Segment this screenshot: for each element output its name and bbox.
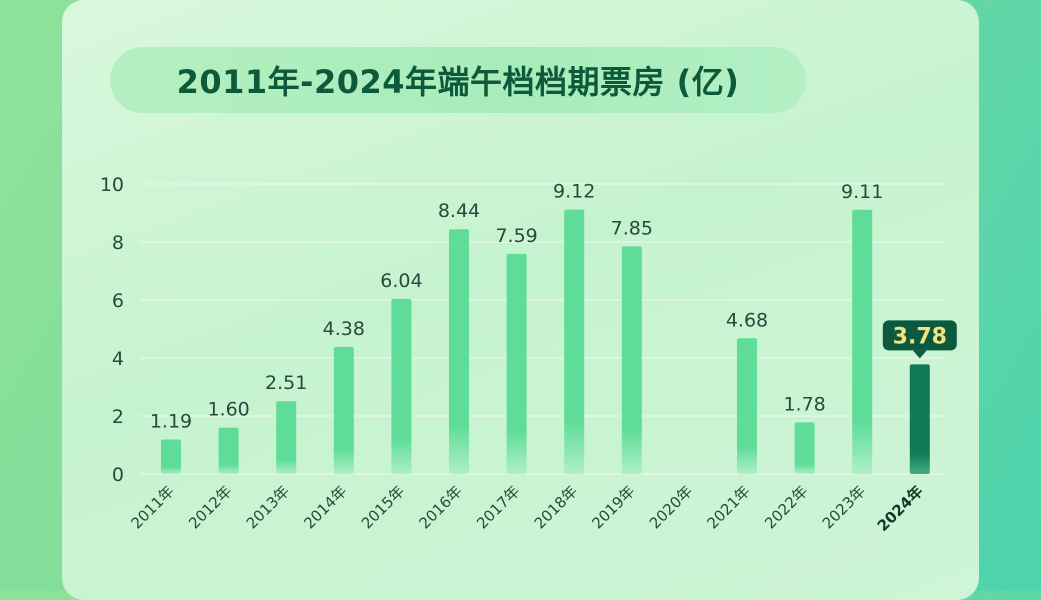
bar bbox=[737, 338, 757, 474]
chart-title: 2011年-2024年端午档档期票房 (亿) bbox=[176, 63, 740, 101]
bar bbox=[333, 346, 354, 474]
bar bbox=[391, 298, 412, 474]
x-tick-label: 2020年 bbox=[646, 482, 696, 532]
x-tick-label: 2023年 bbox=[819, 482, 869, 532]
bar bbox=[621, 246, 642, 474]
bar bbox=[506, 253, 527, 474]
y-tick-label: 10 bbox=[100, 174, 124, 196]
x-tick-label: 2016年 bbox=[415, 482, 465, 532]
grid-layer bbox=[140, 183, 945, 475]
callout-box bbox=[882, 320, 957, 351]
x-tick-label: 2017年 bbox=[473, 482, 523, 532]
value-label: 9.11 bbox=[841, 181, 883, 203]
bar bbox=[794, 422, 815, 474]
bar bbox=[218, 427, 239, 474]
value-label: 1.78 bbox=[783, 393, 825, 415]
x-tick-label: 2018年 bbox=[531, 482, 581, 532]
x-tick-label: 2011年 bbox=[127, 482, 177, 532]
bars-layer bbox=[161, 209, 930, 474]
bar bbox=[852, 209, 873, 474]
value-label: 2.51 bbox=[265, 372, 307, 394]
y-tick-label: 2 bbox=[112, 406, 124, 428]
y-axis: 0 2 4 6 8 10 bbox=[100, 174, 124, 486]
bar bbox=[276, 401, 297, 474]
value-label: 6.04 bbox=[380, 270, 422, 292]
value-labels-layer: 1.19 1.60 2.51 4.38 6.04 8.44 7.59 9.12 7.85 4.68… bbox=[150, 181, 884, 433]
bar bbox=[449, 229, 469, 474]
value-label: 7.85 bbox=[611, 217, 653, 239]
title-pill: 2011年-2024年端午档档期票房 (亿) bbox=[110, 47, 806, 113]
callout-pointer bbox=[912, 350, 927, 359]
x-tick-label-highlight: 2024年 bbox=[874, 482, 927, 535]
x-tick-label: 2015年 bbox=[358, 482, 408, 532]
x-tick-label: 2022年 bbox=[761, 482, 811, 532]
x-tick-label: 2012年 bbox=[185, 482, 235, 532]
y-tick-label: 6 bbox=[112, 290, 124, 312]
x-tick-label: 2021年 bbox=[703, 482, 753, 532]
callout-value-label: 3.78 bbox=[893, 324, 947, 349]
value-label: 9.12 bbox=[553, 181, 595, 203]
y-tick-label: 4 bbox=[112, 348, 124, 370]
x-tick-label: 2013年 bbox=[243, 482, 293, 532]
y-tick-label: 0 bbox=[112, 464, 124, 486]
value-label: 8.44 bbox=[438, 200, 480, 222]
bar-highlight bbox=[909, 364, 930, 474]
bar bbox=[161, 439, 181, 474]
value-label: 7.59 bbox=[495, 225, 537, 247]
x-tick-label: 2014年 bbox=[300, 482, 350, 532]
bar bbox=[564, 209, 585, 474]
value-label: 1.60 bbox=[207, 399, 249, 421]
x-axis: 2011年 2012年 2013年 2014年 2015年 2016年 2017年 2018年… bbox=[127, 482, 926, 535]
y-tick-label: 8 bbox=[112, 232, 124, 254]
value-label: 4.68 bbox=[726, 309, 768, 331]
value-label: 1.19 bbox=[150, 410, 192, 432]
highlight-callout-layer: 3.78 bbox=[882, 320, 957, 359]
x-tick-label: 2019年 bbox=[588, 482, 638, 532]
value-label: 4.38 bbox=[323, 318, 365, 340]
